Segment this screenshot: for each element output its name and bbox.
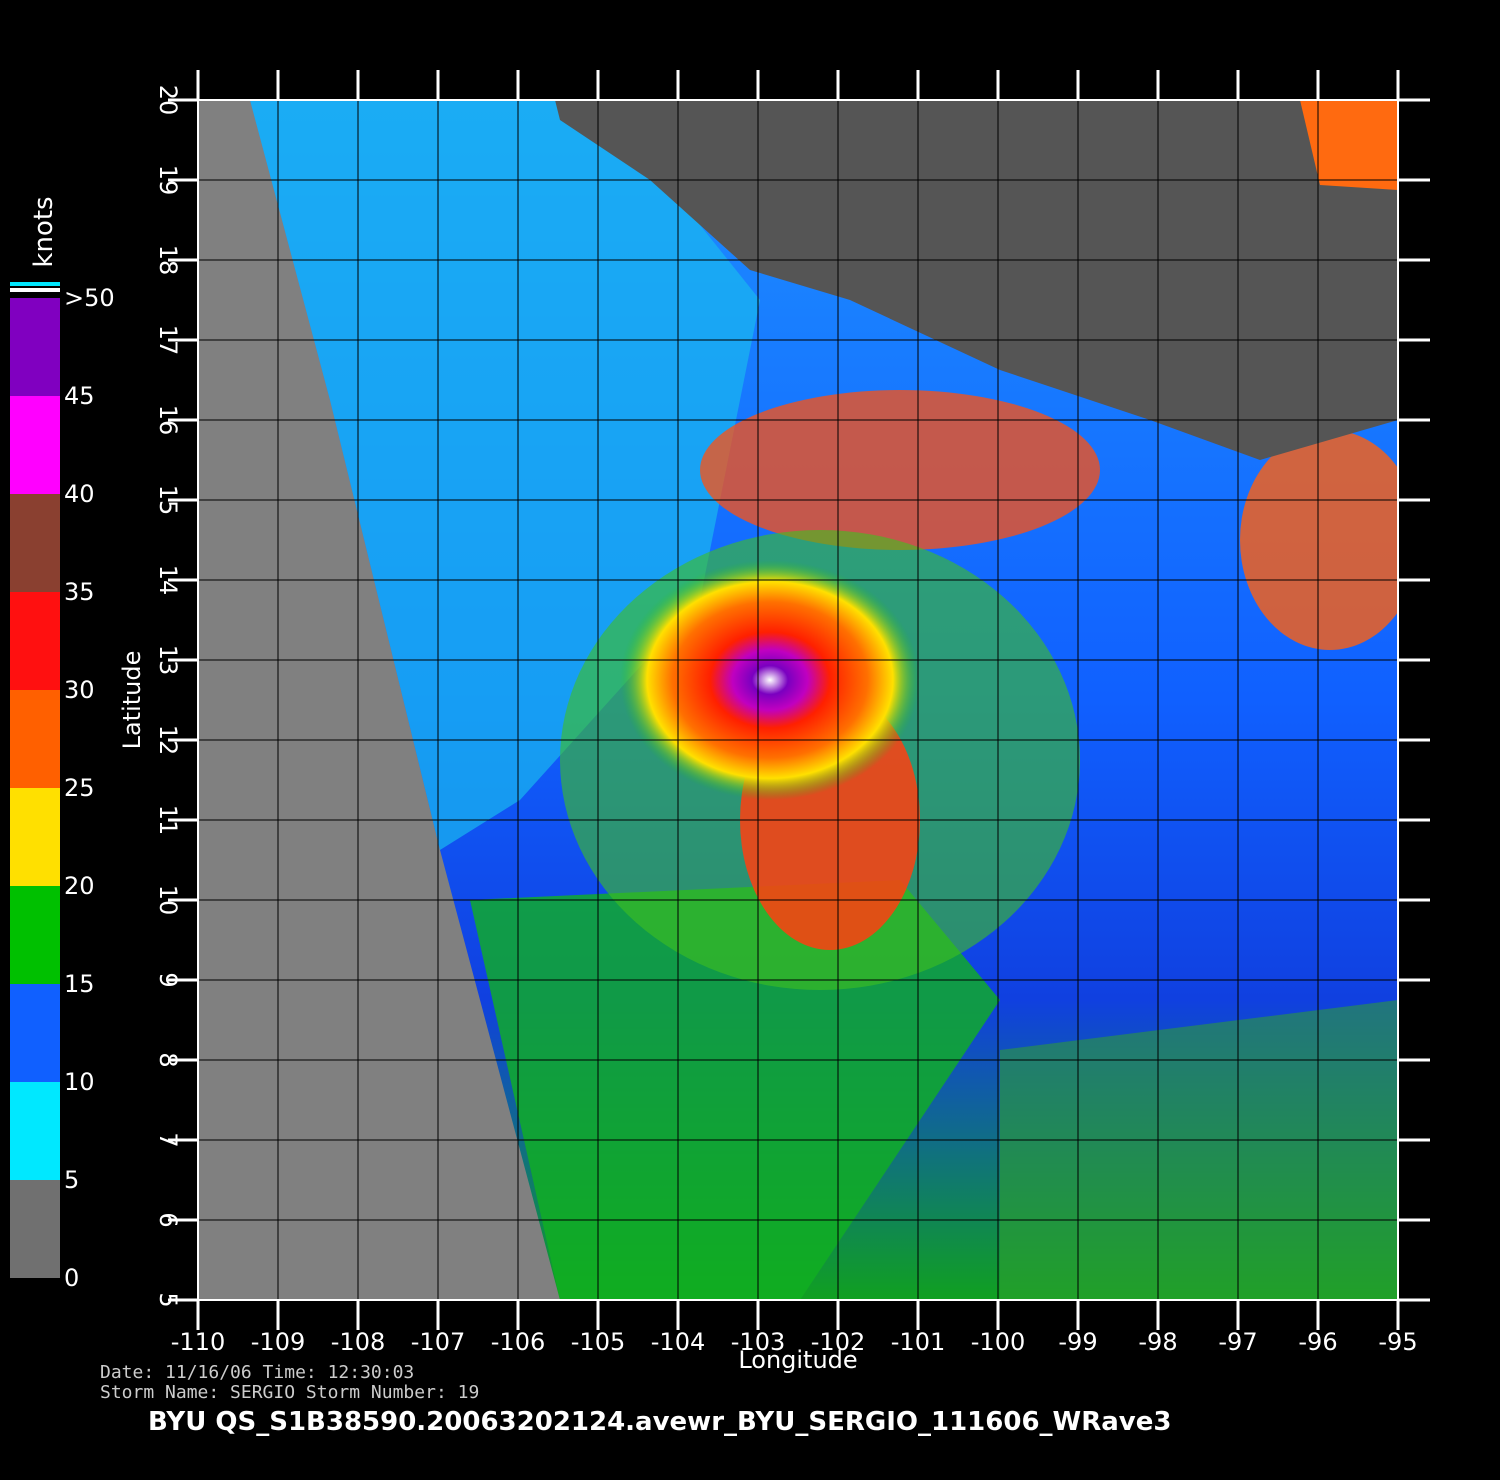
colorbar-segment: [10, 396, 60, 494]
y-tick-label: 17: [154, 325, 182, 356]
footer-title: BYU QS_S1B38590.20063202124.avewr_BYU_SE…: [148, 1407, 1171, 1437]
y-tick-label: 9: [154, 972, 182, 987]
colorbar-segment: [10, 494, 60, 592]
y-tick-label: 8: [154, 1052, 182, 1067]
x-tick-label: -110: [171, 1328, 225, 1356]
x-tick-label: -96: [1298, 1328, 1337, 1356]
x-tick-label: -98: [1138, 1328, 1177, 1356]
y-tick-label: 16: [154, 405, 182, 436]
imagery: [198, 100, 1398, 1300]
land: [555, 100, 1398, 460]
x-tick-label: -106: [491, 1328, 545, 1356]
y-tick-label: 13: [154, 645, 182, 676]
x-tick-label: -100: [971, 1328, 1025, 1356]
colorbar-segment: [10, 592, 60, 690]
colorbar-label: 10: [64, 1068, 95, 1096]
y-tick-label: 12: [154, 725, 182, 756]
colorbar-label: 35: [64, 578, 95, 606]
colorbar-segment: [10, 984, 60, 1082]
colorbar-label: 30: [64, 676, 95, 704]
x-tick-label: -103: [731, 1328, 785, 1356]
y-tick-label: 11: [154, 805, 182, 836]
colorbar-label: >50: [64, 284, 115, 312]
colorbar-cap: [10, 282, 60, 286]
x-axis-label: Longitude: [738, 1346, 857, 1374]
y-tick-label: 6: [154, 1212, 182, 1227]
y-tick-label: 7: [154, 1132, 182, 1147]
plot-frame: [197, 99, 1399, 1301]
x-tick-label: -97: [1218, 1328, 1257, 1356]
x-tick-label: -108: [331, 1328, 385, 1356]
colorbar-label: 25: [64, 774, 95, 802]
x-tick-label: -109: [251, 1328, 305, 1356]
y-tick-label: 15: [154, 485, 182, 516]
footer-line: Date: 11/16/06 Time: 12:30:03: [100, 1362, 414, 1383]
colorbar-segment: [10, 788, 60, 886]
colorbar-unit: knots: [29, 196, 59, 267]
footer-line: Storm Name: SERGIO Storm Number: 19: [100, 1382, 479, 1403]
band: [700, 390, 1100, 550]
x-tick-label: -101: [891, 1328, 945, 1356]
x-tick-label: -99: [1058, 1328, 1097, 1356]
colorbar-segment: [10, 1180, 60, 1278]
colorbar-label: 0: [64, 1264, 79, 1292]
y-tick-label: 19: [154, 165, 182, 196]
y-axis-label: Latitude: [118, 651, 146, 750]
y-tick-label: 20: [154, 85, 182, 116]
storm-core: [620, 560, 920, 800]
y-tick-label: 5: [154, 1292, 182, 1307]
x-tick-label: -104: [651, 1328, 705, 1356]
x-tick-label: -107: [411, 1328, 465, 1356]
swath-green-east: [1000, 1000, 1398, 1300]
y-tick-label: 18: [154, 245, 182, 276]
colorbar-label: 15: [64, 970, 95, 998]
colorbar-cap: [10, 288, 60, 292]
colorbar-segment: [10, 886, 60, 984]
x-tick-label: -105: [571, 1328, 625, 1356]
colorbar-segment: [10, 690, 60, 788]
y-tick-label: 10: [154, 885, 182, 916]
land-band: [1300, 100, 1398, 190]
colorbar-label: 20: [64, 872, 95, 900]
band: [1240, 430, 1398, 650]
colorbar-label: 45: [64, 382, 95, 410]
colorbar-label: 40: [64, 480, 95, 508]
x-tick-label: -102: [811, 1328, 865, 1356]
x-tick-label: -95: [1378, 1328, 1417, 1356]
colorbar-segment: [10, 1082, 60, 1180]
y-tick-label: 14: [154, 565, 182, 596]
colorbar-label: 5: [64, 1166, 79, 1194]
colorbar-segment: [10, 298, 60, 396]
